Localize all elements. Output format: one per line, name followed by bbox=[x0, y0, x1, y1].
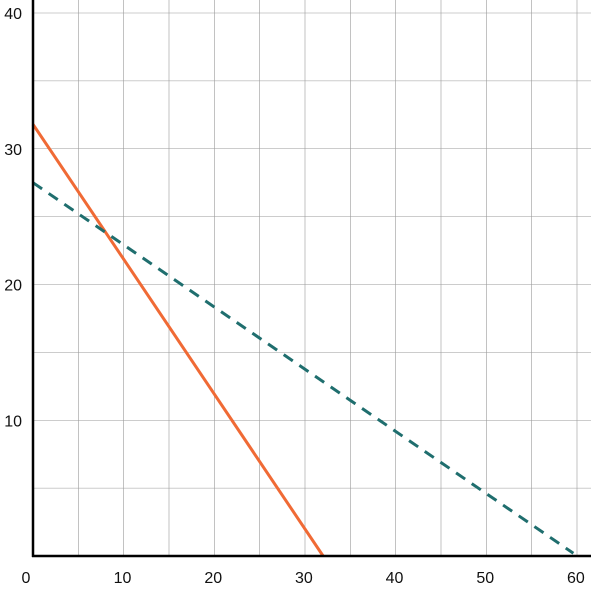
y-tick-label: 20 bbox=[4, 278, 22, 295]
tick-labels: 0 10 20 30 40 50 60 10 20 30 40 bbox=[4, 6, 585, 587]
axes bbox=[31, 0, 591, 558]
x-tick-label: 50 bbox=[476, 570, 494, 587]
series-line-2 bbox=[32, 181, 575, 555]
x-tick-label: 40 bbox=[386, 570, 404, 587]
x-tick-label: 20 bbox=[204, 570, 222, 587]
x-tick-label: 30 bbox=[295, 570, 313, 587]
series-line-1 bbox=[31, 123, 325, 557]
x-tick-label: 0 bbox=[22, 570, 31, 587]
y-tick-label: 30 bbox=[4, 142, 22, 159]
series-layer bbox=[31, 123, 575, 557]
y-tick-label: 10 bbox=[4, 413, 22, 430]
grid bbox=[33, 0, 591, 556]
x-tick-label: 10 bbox=[114, 570, 132, 587]
x-tick-label: 60 bbox=[567, 570, 585, 587]
y-tick-label: 40 bbox=[4, 6, 22, 23]
